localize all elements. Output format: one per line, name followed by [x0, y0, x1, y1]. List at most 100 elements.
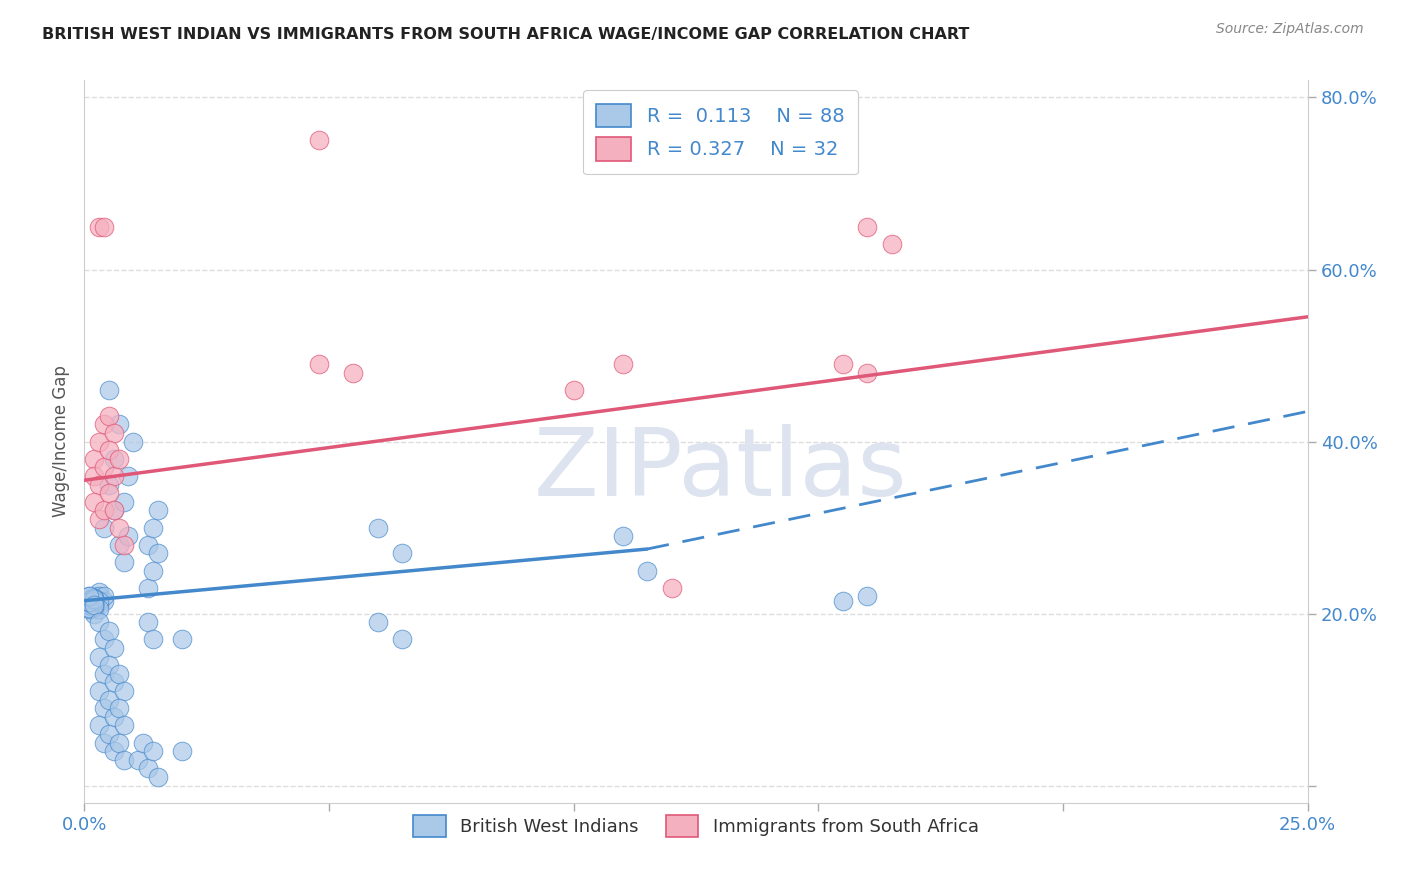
Point — [87, 585, 110, 599]
Point — [136, 615, 159, 630]
Point — [87, 590, 110, 604]
Point — [97, 727, 120, 741]
Point — [87, 649, 110, 664]
Point — [136, 581, 159, 595]
Point — [172, 744, 194, 758]
Point — [831, 593, 853, 607]
Point — [146, 503, 169, 517]
Point — [97, 692, 120, 706]
Point — [93, 520, 115, 534]
Point — [112, 555, 135, 569]
Point — [87, 477, 110, 491]
Point — [367, 520, 389, 534]
Point — [112, 494, 135, 508]
Point — [87, 593, 110, 607]
Point — [107, 666, 129, 681]
Point — [77, 598, 100, 612]
Point — [83, 591, 105, 606]
Point — [77, 600, 100, 615]
Point — [142, 632, 165, 647]
Point — [103, 710, 125, 724]
Point — [93, 590, 115, 604]
Point — [83, 590, 105, 604]
Point — [77, 590, 100, 604]
Point — [132, 735, 155, 749]
Point — [103, 451, 125, 466]
Point — [87, 512, 110, 526]
Point — [93, 503, 115, 517]
Point — [367, 615, 389, 630]
Point — [77, 593, 100, 607]
Point — [856, 590, 879, 604]
Point — [77, 590, 100, 604]
Point — [342, 366, 364, 380]
Point — [112, 538, 135, 552]
Point — [122, 434, 145, 449]
Point — [308, 357, 330, 371]
Point — [117, 469, 139, 483]
Point — [83, 591, 105, 606]
Point — [97, 658, 120, 673]
Point — [97, 409, 120, 423]
Point — [107, 417, 129, 432]
Point — [83, 596, 105, 610]
Text: ZIPatlas: ZIPatlas — [534, 425, 907, 516]
Point — [83, 593, 105, 607]
Point — [112, 684, 135, 698]
Point — [83, 593, 105, 607]
Point — [97, 477, 120, 491]
Point — [107, 538, 129, 552]
Point — [83, 494, 105, 508]
Legend: British West Indians, Immigrants from South Africa: British West Indians, Immigrants from So… — [406, 808, 986, 845]
Point — [146, 770, 169, 784]
Point — [612, 357, 634, 371]
Point — [146, 546, 169, 560]
Point — [97, 383, 120, 397]
Text: BRITISH WEST INDIAN VS IMMIGRANTS FROM SOUTH AFRICA WAGE/INCOME GAP CORRELATION : BRITISH WEST INDIAN VS IMMIGRANTS FROM S… — [42, 27, 970, 42]
Point — [831, 357, 853, 371]
Point — [87, 434, 110, 449]
Point — [93, 701, 115, 715]
Point — [77, 595, 100, 609]
Point — [87, 684, 110, 698]
Point — [136, 761, 159, 775]
Point — [107, 451, 129, 466]
Point — [87, 615, 110, 630]
Point — [93, 460, 115, 475]
Point — [142, 520, 165, 534]
Point — [77, 594, 100, 608]
Point — [112, 753, 135, 767]
Point — [856, 366, 879, 380]
Point — [83, 591, 105, 606]
Point — [83, 607, 105, 621]
Point — [83, 451, 105, 466]
Point — [83, 598, 105, 612]
Point — [93, 632, 115, 647]
Point — [107, 735, 129, 749]
Point — [136, 538, 159, 552]
Point — [117, 529, 139, 543]
Point — [103, 675, 125, 690]
Point — [661, 581, 683, 595]
Point — [97, 486, 120, 500]
Point — [142, 564, 165, 578]
Point — [856, 219, 879, 234]
Point — [77, 592, 100, 607]
Point — [87, 718, 110, 732]
Point — [83, 469, 105, 483]
Point — [93, 593, 115, 607]
Point — [93, 417, 115, 432]
Point — [612, 529, 634, 543]
Point — [103, 469, 125, 483]
Point — [83, 599, 105, 614]
Point — [83, 598, 105, 612]
Point — [308, 133, 330, 147]
Point — [83, 598, 105, 612]
Point — [93, 666, 115, 681]
Text: Source: ZipAtlas.com: Source: ZipAtlas.com — [1216, 22, 1364, 37]
Point — [97, 624, 120, 638]
Point — [77, 602, 100, 616]
Point — [562, 383, 585, 397]
Point — [103, 503, 125, 517]
Point — [93, 219, 115, 234]
